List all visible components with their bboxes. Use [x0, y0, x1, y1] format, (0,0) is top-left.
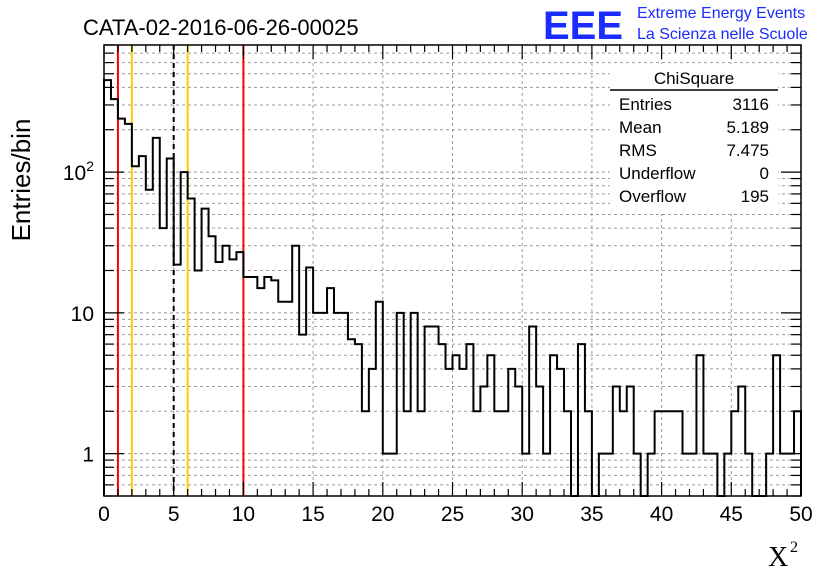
experiment-logo: EEE Extreme Energy Events La Scienza nel… [543, 4, 808, 48]
stats-rms-value: 7.475 [726, 141, 769, 160]
histogram-series [103, 79, 802, 497]
x-tick-label: 25 [441, 503, 464, 526]
y-axis-ticks: 1 10 102 [63, 44, 801, 497]
x-tick-label: 30 [511, 503, 534, 526]
stats-mean-value: 5.189 [726, 118, 769, 137]
y-tick-label: 10 [71, 303, 94, 326]
x-tick-label: 0 [98, 503, 110, 526]
stats-mean-label: Mean [619, 118, 662, 137]
logo-mark: EEE [543, 4, 623, 48]
stats-underflow-value: 0 [760, 164, 769, 183]
x-tick-label: 40 [650, 503, 673, 526]
stats-rms-label: RMS [619, 141, 657, 160]
x-tick-label: 35 [580, 503, 603, 526]
x-tick-label: 5 [168, 503, 180, 526]
stats-entries-label: Entries [619, 95, 672, 114]
logo-line-1: Extreme Energy Events [637, 5, 805, 22]
x-tick-label: 20 [371, 503, 394, 526]
y-tick-label: 102 [63, 158, 94, 185]
x-tick-label: 45 [720, 503, 743, 526]
x-axis-label: X [768, 542, 788, 572]
y-axis-label: Entries/bin [6, 119, 36, 242]
stats-underflow-label: Underflow [619, 164, 696, 183]
logo-line-2: La Scienza nelle Scuole [637, 26, 808, 43]
x-tick-label: 15 [301, 503, 324, 526]
x-axis-ticks: 0 5 10 15 20 25 30 35 40 45 50 [98, 45, 813, 526]
x-tick-label: 50 [789, 503, 812, 526]
stats-box-title: ChiSquare [654, 69, 734, 88]
stats-overflow-label: Overflow [619, 187, 687, 206]
stats-entries-value: 3116 [732, 95, 769, 114]
stats-box: ChiSquare Entries 3116 Mean 5.189 RMS 7.… [610, 64, 778, 214]
x-tick-label: 10 [232, 503, 255, 526]
x-axis-label-superscript: 2 [790, 539, 798, 556]
chart-title: CATA-02-2016-06-26-00025 [83, 15, 359, 40]
stats-overflow-value: 195 [741, 187, 769, 206]
stats-box-background [610, 64, 778, 214]
y-tick-label: 1 [82, 444, 94, 467]
